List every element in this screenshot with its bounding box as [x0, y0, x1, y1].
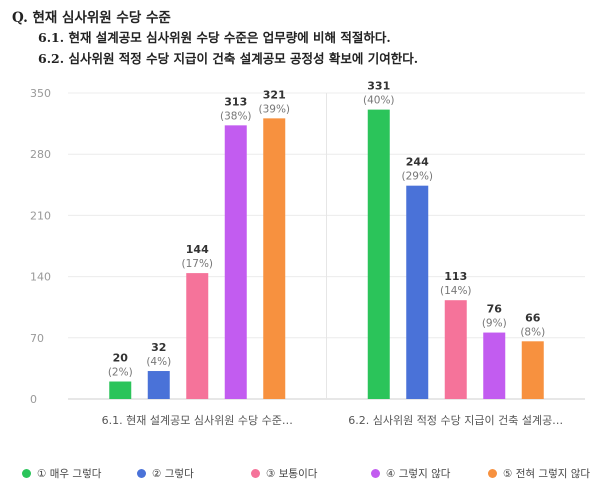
bar-value-label: 113 [444, 270, 467, 283]
question-title: Q. 현재 심사위원 수당 수준 [12, 10, 171, 26]
bar-percent-label: (17%) [181, 258, 213, 270]
legend-item[interactable]: ③ 보통이다 [251, 466, 317, 481]
bar[interactable] [109, 381, 132, 399]
bar-percent-label: (39%) [258, 103, 290, 115]
bar[interactable] [521, 341, 544, 399]
legend-swatch [488, 469, 497, 478]
bar[interactable] [367, 109, 390, 400]
y-tick-label: 350 [30, 87, 51, 100]
bar-percent-label: (8%) [520, 326, 545, 338]
bar[interactable] [147, 371, 170, 399]
legend-label: ④ 그렇지 않다 [386, 468, 451, 480]
y-tick-label: 280 [30, 148, 51, 161]
bar-value-label: 244 [406, 156, 429, 169]
bar-percent-label: (9%) [482, 318, 507, 330]
legend-item[interactable]: ⑤ 전혀 그렇지 않다 [488, 466, 590, 481]
legend-item[interactable]: ② 그렇다 [137, 466, 194, 481]
bar-value-label: 32 [151, 341, 166, 354]
y-tick-label: 0 [30, 393, 37, 406]
legend-swatch [251, 469, 260, 478]
y-tick-label: 210 [30, 209, 51, 222]
legend-label: ⑤ 전혀 그렇지 않다 [503, 468, 591, 480]
question-sub-2: 6.2. 심사위원 적정 수당 지급이 건축 설계공모 공정성 확보에 기여한다… [38, 51, 419, 66]
bar[interactable] [444, 300, 467, 399]
bar-value-label: 144 [186, 243, 209, 256]
category-label: 6.1. 현재 설계공모 심사위원 수당 수준… [102, 414, 293, 427]
bar-percent-label: (29%) [401, 171, 433, 183]
legend-item[interactable]: ① 매우 그렇다 [22, 466, 101, 481]
bar[interactable] [406, 185, 429, 399]
legend-label: ② 그렇다 [152, 468, 194, 480]
bar[interactable] [186, 273, 209, 399]
legend-swatch [137, 469, 146, 478]
bar-percent-label: (4%) [146, 356, 171, 368]
bar-value-label: 313 [224, 95, 247, 108]
legend-label: ③ 보통이다 [266, 468, 318, 480]
bar-percent-label: (40%) [363, 95, 395, 107]
bar-percent-label: (38%) [220, 110, 252, 122]
bar-value-label: 76 [487, 303, 503, 316]
bar-value-label: 20 [113, 352, 129, 365]
legend-swatch [371, 469, 380, 478]
legend-swatch [22, 469, 31, 478]
bar[interactable] [224, 125, 247, 399]
bar-value-label: 321 [263, 88, 286, 101]
legend-item[interactable]: ④ 그렇지 않다 [371, 466, 450, 481]
bar-percent-label: (2%) [108, 367, 133, 379]
y-tick-label: 70 [30, 332, 44, 345]
y-tick-label: 140 [30, 271, 51, 284]
chart-legend: ① 매우 그렇다 ② 그렇다 ③ 보통이다 ④ 그렇지 않다 ⑤ 전혀 그렇지 않다 [0, 466, 600, 486]
category-label: 6.2. 심사위원 적정 수당 지급이 건축 설계공… [348, 414, 563, 427]
question-sub-1: 6.1. 현재 설계공모 심사위원 수당 수준은 업무량에 비해 적절하다. [38, 30, 391, 45]
bar[interactable] [263, 118, 286, 400]
bar-value-label: 331 [367, 80, 390, 93]
bar-value-label: 66 [525, 311, 541, 324]
bar[interactable] [483, 332, 506, 399]
legend-label: ① 매우 그렇다 [37, 468, 102, 480]
bar-percent-label: (14%) [440, 285, 472, 297]
